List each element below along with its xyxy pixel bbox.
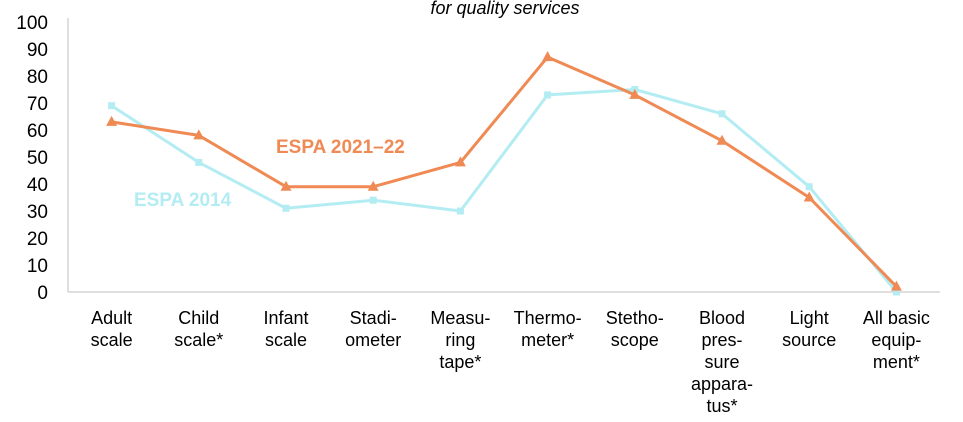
x-tick-label: sure [704,352,739,372]
data-point [108,102,116,110]
x-tick-label: scale [91,330,133,350]
x-tick-label: Light [790,308,829,328]
data-point [106,115,118,126]
data-point [454,156,466,167]
x-tick-label: tape* [439,352,481,372]
x-tick-label: tus* [706,396,737,416]
x-tick-label: Thermo- [514,308,582,328]
y-tick-label: 20 [27,229,48,250]
x-tick-label: Infant [263,308,308,328]
data-point [629,88,641,99]
y-tick-label: 50 [27,148,48,169]
data-point [544,91,552,99]
x-tick-label: Adult [91,308,132,328]
x-tick-label: Blood [699,308,745,328]
data-point [542,51,554,62]
chart-title: for quality services [430,0,579,18]
x-tick-label: equip- [871,330,921,350]
x-tick-label: Measu- [430,308,490,328]
data-point [456,207,464,215]
data-point [369,196,377,204]
x-tick-label: source [782,330,836,350]
data-point [193,129,205,140]
data-point [718,110,726,118]
y-tick-label: 40 [27,175,48,196]
x-tick-label: ring [445,330,475,350]
y-tick-label: 70 [27,94,48,115]
x-tick-label: Child [178,308,219,328]
x-tick-label: meter* [521,330,574,350]
x-tick-label: pres- [701,330,742,350]
x-tick-label: ment* [873,352,920,372]
data-point [280,180,292,191]
x-tick-label: ometer [345,330,401,350]
data-point [890,280,902,291]
x-tick-label: scope [611,330,659,350]
x-tick-label: Stetho- [606,308,664,328]
x-tick-label: appara- [691,374,753,394]
x-tick-label: All basic [863,308,930,328]
y-tick-label: 10 [27,256,48,277]
x-tick-label: Stadi- [350,308,397,328]
data-point [805,183,813,191]
series-line [110,88,898,293]
x-tick-label: scale* [174,330,223,350]
y-tick-label: 30 [27,202,48,223]
x-tick-label: scale [265,330,307,350]
data-point [892,288,900,296]
y-tick-label: 0 [37,283,48,304]
series-label: ESPA 2021–22 [276,137,405,158]
y-tick-label: 80 [27,67,48,88]
data-point [716,134,728,145]
series-label: ESPA 2014 [134,190,232,211]
data-point [195,158,203,166]
y-tick-label: 60 [27,121,48,142]
data-point [282,204,290,212]
data-point [367,180,379,191]
series-line [111,55,898,288]
data-point [803,191,815,202]
y-tick-label: 100 [16,13,48,34]
y-tick-label: 90 [27,40,48,61]
